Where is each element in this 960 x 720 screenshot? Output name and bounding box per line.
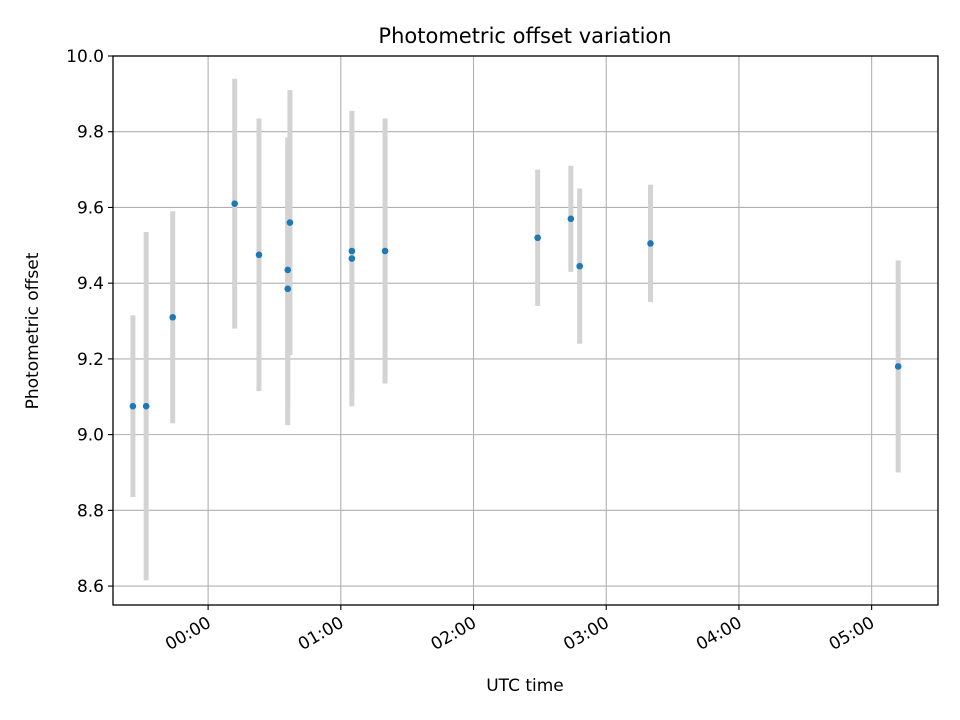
data-point xyxy=(647,240,654,247)
y-tick-label: 9.6 xyxy=(77,198,104,218)
x-axis-label: UTC time xyxy=(486,676,564,696)
data-point xyxy=(284,285,292,293)
data-point xyxy=(348,255,356,262)
data-point xyxy=(142,402,150,410)
y-tick-label: 9.4 xyxy=(77,274,104,294)
plot-frame xyxy=(112,55,939,606)
chart-title: Photometric offset variation xyxy=(378,24,671,48)
data-point xyxy=(169,313,177,321)
data-point xyxy=(255,251,263,259)
y-tick-label: 9.0 xyxy=(77,426,104,446)
data-point xyxy=(534,234,541,242)
point-layer xyxy=(129,200,902,410)
y-tick-label: 9.2 xyxy=(77,350,104,370)
y-axis-label: Photometric offset xyxy=(23,252,43,409)
data-point xyxy=(284,266,292,274)
data-point xyxy=(381,247,389,255)
data-point xyxy=(576,262,583,270)
data-point xyxy=(286,219,294,226)
data-point xyxy=(129,402,137,410)
y-tick-label: 9.8 xyxy=(77,123,104,143)
data-point xyxy=(894,363,902,370)
data-point xyxy=(231,200,238,207)
data-point xyxy=(348,247,356,255)
data-point xyxy=(567,215,575,223)
y-tick-label: 10.0 xyxy=(66,47,104,67)
y-tick-label: 8.8 xyxy=(77,501,104,521)
y-tick-label: 8.6 xyxy=(77,577,104,597)
